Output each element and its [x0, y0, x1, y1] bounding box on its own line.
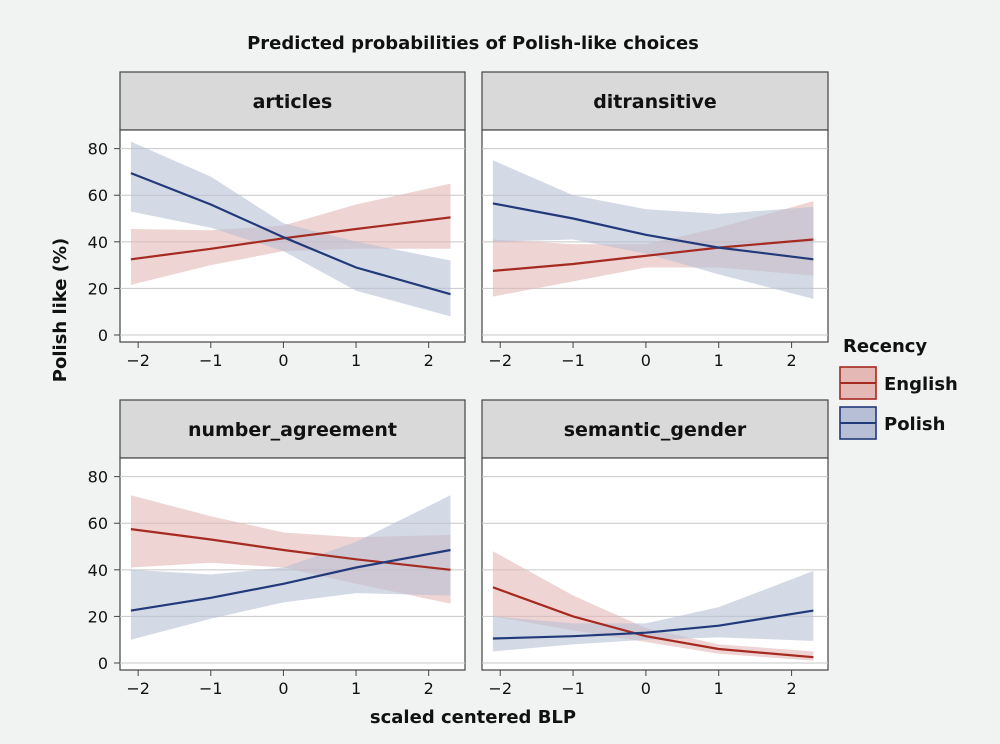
y-axis-label: Polish like (%): [50, 238, 71, 382]
legend-polish-label: Polish: [884, 414, 945, 435]
x-tick-label: −2: [488, 679, 512, 698]
panel-semantic-gender: semantic_gender −2 −1 0 1 2: [481, 399, 829, 698]
x-tick-label: −2: [126, 679, 150, 698]
x-tick-label: 0: [278, 351, 288, 370]
x-tick-label: −1: [561, 679, 585, 698]
x-tick-label: 2: [786, 351, 796, 370]
x-tick-label: 1: [714, 679, 724, 698]
y-tick-label: 60: [88, 186, 108, 205]
y-tick-label: 40: [88, 233, 108, 252]
ci-band-polish: [492, 160, 814, 299]
y-tick-label: 40: [88, 561, 108, 580]
panel-strip: [481, 71, 829, 131]
y-tick-label: 0: [98, 326, 108, 345]
series-line-english: [130, 528, 451, 571]
x-tick-label: −2: [488, 351, 512, 370]
panel-strip-label: ditransitive: [593, 91, 717, 113]
panel-ditransitive: ditransitive −2 −1 0 1 2: [481, 71, 829, 370]
panel-strip: [119, 399, 466, 459]
series-line-polish: [130, 172, 451, 296]
series-line-english: [492, 238, 814, 272]
panel-number-agreement: number_agreement 0 20 40 60 80 −2 −1 0 1 2: [88, 399, 466, 698]
x-tick-label: −1: [199, 351, 223, 370]
x-tick-label: 1: [351, 351, 361, 370]
x-axis-label: scaled centered BLP: [370, 707, 576, 728]
x-tick-label: 1: [714, 351, 724, 370]
legend-title: Recency: [843, 336, 927, 357]
panel-articles: articles 0 20 40 60 80 −2 −1 0 1 2: [88, 71, 466, 370]
y-tick-label: 60: [88, 514, 108, 533]
y-tick-label: 80: [88, 468, 108, 487]
x-tick-label: 1: [351, 679, 361, 698]
series-line-english: [492, 586, 814, 659]
x-tick-label: 0: [641, 679, 651, 698]
y-tick-label: 20: [88, 607, 108, 626]
y-tick-label: 80: [88, 140, 108, 159]
panel-strip: [481, 399, 829, 459]
x-tick-label: −1: [561, 351, 585, 370]
x-tick-label: −1: [199, 679, 223, 698]
x-tick-label: 0: [641, 351, 651, 370]
x-tick-label: 2: [786, 679, 796, 698]
series-line-polish: [492, 202, 814, 261]
chart-title: Predicted probabilities of Polish-like c…: [247, 33, 699, 54]
y-tick-label: 20: [88, 279, 108, 298]
panel-strip-label: number_agreement: [188, 419, 397, 441]
y-tick-label: 0: [98, 654, 108, 673]
panel-strip-label: semantic_gender: [564, 419, 747, 441]
legend: Recency English Polish: [839, 336, 958, 440]
x-tick-label: 2: [424, 351, 434, 370]
x-tick-label: 2: [424, 679, 434, 698]
series-line-polish: [130, 548, 451, 612]
ci-band-polish: [492, 571, 814, 652]
panel-strip-label: articles: [253, 91, 333, 113]
ci-band-polish: [130, 495, 451, 640]
legend-english-label: English: [884, 374, 958, 395]
series-line-polish: [492, 609, 814, 640]
panel-strip: [119, 71, 466, 131]
x-tick-label: 0: [278, 679, 288, 698]
x-tick-label: −2: [126, 351, 150, 370]
